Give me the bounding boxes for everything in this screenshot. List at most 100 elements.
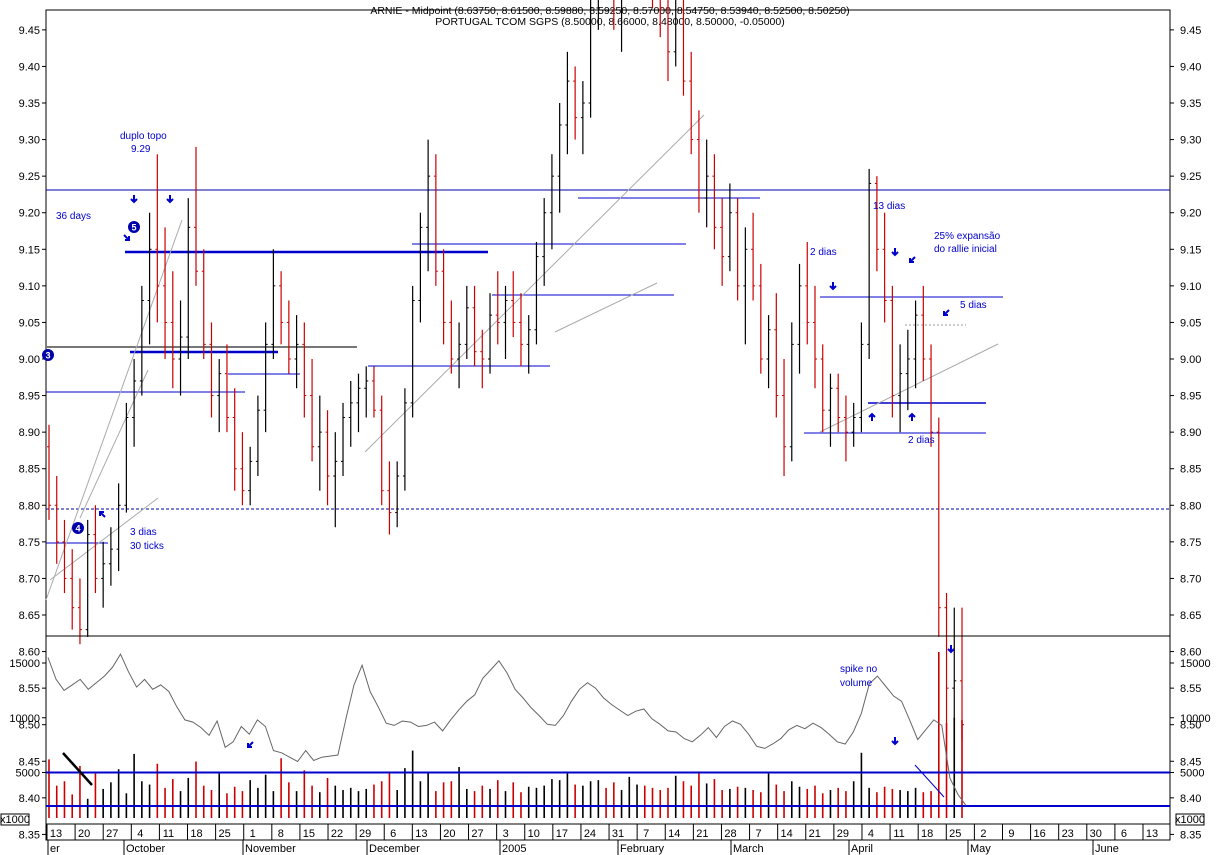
- x-tick-label: 29: [359, 828, 371, 840]
- price-tick-label-left: 9.00: [19, 354, 40, 366]
- price-bar: [201, 249, 206, 359]
- price-bar: [682, 0, 686, 96]
- marker-3-label: 3: [45, 351, 50, 361]
- x-month-label: March: [733, 843, 764, 855]
- x-month-label: April: [851, 843, 873, 855]
- price-tick-label-left: 9.20: [19, 208, 40, 220]
- x-month-label: May: [970, 843, 991, 855]
- price-tick-label-right: 8.65: [1180, 610, 1201, 622]
- marker-4-label: 4: [75, 524, 80, 534]
- price-bar: [418, 212, 423, 323]
- x-tick-label: 14: [668, 828, 680, 840]
- price-bar: [217, 359, 222, 433]
- price-bar: [139, 285, 144, 396]
- price-tick-label-left: 8.60: [19, 647, 40, 659]
- x-tick-label: 15: [303, 828, 315, 840]
- x-axis-ticks: 13 20 27 4 11 18 25 1 8 15 22 29 6 13 20 27 3 10 17 24 31 7 14…: [46, 824, 1158, 855]
- price-bar: [843, 395, 848, 462]
- price-bar: [232, 388, 237, 491]
- price-bar: [178, 300, 183, 396]
- price-tick-label-left: 8.90: [19, 427, 40, 439]
- price-bar: [441, 249, 446, 345]
- price-bar: [70, 549, 75, 630]
- price-bar: [859, 322, 864, 433]
- price-tick-label-right: 8.55: [1180, 683, 1201, 695]
- price-bar: [720, 198, 725, 286]
- x-tick-label: 20: [443, 828, 455, 840]
- price-bar: [170, 271, 175, 389]
- x-axis-frame: [45, 823, 1171, 841]
- price-bar: [882, 212, 887, 323]
- price-bar: [426, 139, 431, 272]
- x-tick-label: 25: [949, 828, 961, 840]
- price-bar: [433, 154, 438, 286]
- price-bar: [712, 154, 717, 250]
- annotation-expansao-2: do rallie inicial: [934, 244, 997, 255]
- marker-3: [42, 349, 54, 361]
- price-bar: [805, 241, 810, 345]
- arrow-down-icon: [166, 195, 174, 204]
- arrow-down-icon: [130, 195, 138, 204]
- x-tick-label: 7: [643, 828, 649, 840]
- price-tick-label-right: 8.95: [1180, 391, 1201, 403]
- price-bar: [325, 410, 330, 506]
- price-bar: [302, 322, 307, 418]
- price-bar: [782, 359, 787, 477]
- price-tick-label-left: 8.95: [19, 391, 40, 403]
- price-tick-label-right: 9.20: [1180, 208, 1201, 220]
- x-month-label: December: [369, 843, 420, 855]
- trendline-up-1: [45, 219, 183, 601]
- price-bar: [186, 198, 191, 359]
- price-bar: [613, 0, 615, 30]
- annotation-5-dias: 5 dias: [960, 300, 987, 311]
- price-tick-label-left: 9.25: [19, 171, 40, 183]
- price-bar: [565, 51, 570, 155]
- price-bar: [580, 81, 585, 155]
- x-tick-label: 17: [556, 828, 568, 840]
- x-axis: 13 20 27 4 11 18 25 1 8 15 22 29 6 13 20 27 3 10 17 24 31 7 14…: [45, 823, 1171, 855]
- x-tick-label: 18: [921, 828, 933, 840]
- annotation-duplo-topo: duplo topo: [120, 131, 167, 142]
- price-bar: [124, 402, 129, 513]
- volume-panel: 15000 15000 10000 10000 5000 5000 x1000 x1000 s…: [0, 635, 1211, 826]
- annotation-30-ticks: 30 ticks: [130, 541, 164, 552]
- chart-header: ARNIE - Midpoint (8.63750, 8.61500, 8.59…: [370, 5, 849, 28]
- price-bar: [147, 212, 152, 345]
- arrow-down-left-icon: [943, 309, 950, 316]
- price-bar: [85, 519, 90, 637]
- marker-4: [72, 522, 84, 534]
- x-tick-label: 11: [893, 828, 904, 840]
- x-tick-label: 27: [471, 828, 483, 840]
- price-axis: 9.909.909.859.859.809.809.759.759.709.70…: [19, 0, 1202, 841]
- volume-bars: [48, 652, 963, 818]
- price-bar: [659, 0, 663, 38]
- x-tick-label: 6: [1121, 828, 1127, 840]
- trendline-up-4: [364, 114, 705, 453]
- price-tick-label-right: 9.05: [1180, 317, 1201, 329]
- price-bar: [356, 373, 361, 433]
- volume-unit-box-right: [1175, 813, 1205, 826]
- price-bar: [116, 483, 121, 572]
- annotation-2-dias-top: 2 dias: [810, 247, 837, 258]
- annotation-spike-no: spike no: [840, 664, 878, 675]
- price-tick-label-right: 9.00: [1180, 354, 1201, 366]
- x-tick-label: 3: [503, 828, 509, 840]
- price-bar: [503, 285, 508, 359]
- x-tick-label: 10: [528, 828, 540, 840]
- price-tick-label-left: 8.80: [19, 500, 40, 512]
- x-tick-label: 28: [724, 828, 736, 840]
- price-bar: [665, 0, 670, 82]
- x-tick-label: 25: [218, 828, 230, 840]
- volume-moving-average-line: [47, 653, 967, 806]
- price-bar: [588, 0, 593, 118]
- x-tick-label: 31: [612, 828, 624, 840]
- price-bar: [47, 424, 51, 520]
- price-bar: [317, 395, 322, 491]
- price-tick-label-left: 8.65: [19, 610, 40, 622]
- annotation-36-days: 36 days: [56, 211, 91, 222]
- marker-5: [128, 221, 140, 233]
- x-month-label: June: [1095, 843, 1119, 855]
- volume-decline-line: [914, 764, 945, 798]
- x-month-label: November: [245, 843, 296, 855]
- annotation-3-dias: 3 dias: [130, 527, 157, 538]
